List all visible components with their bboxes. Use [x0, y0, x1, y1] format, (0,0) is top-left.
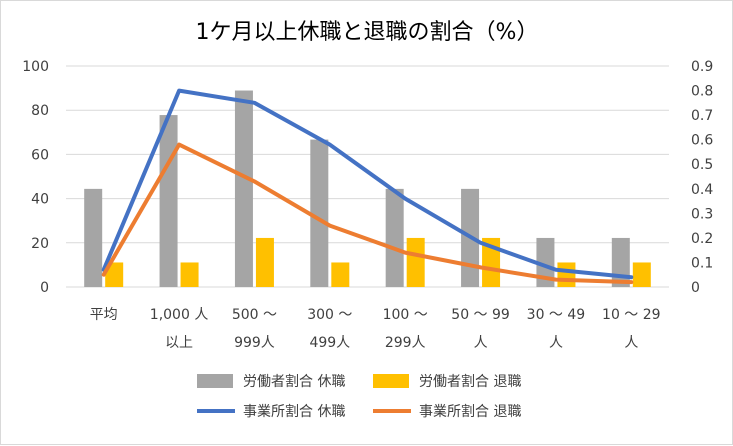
bar-worker-leave [235, 91, 253, 287]
category-label: 平均 [90, 307, 118, 323]
bar-worker-leave [386, 189, 404, 287]
category-label: 100 〜 [383, 307, 428, 323]
category-labels: 平均 1,000 人以上 500 〜 999人 300 〜 499人 100 〜 299人 50… [90, 307, 661, 351]
bar-worker-resign [256, 238, 274, 287]
left-tick-label: 60 [31, 147, 49, 163]
bar-worker-leave [310, 140, 328, 287]
chart-title: 1ケ月以上休職と退職の割合（%） [196, 20, 539, 45]
bar-series [84, 91, 651, 287]
left-tick-label: 40 [31, 192, 49, 208]
right-axis-ticks: 0 0.1 0.2 0.3 0.4 0.5 0.6 0.7 0.8 0.9 [691, 59, 713, 296]
category-label: 50 〜 99 [451, 307, 510, 323]
gridlines [66, 66, 669, 287]
category-label: 30 〜 49 [527, 307, 586, 323]
category-label: 499人 [309, 335, 350, 351]
category-label: 500 〜 [232, 307, 277, 323]
bar-worker-leave [84, 189, 102, 287]
category-label: 人 [624, 335, 638, 351]
right-tick-label: 0.9 [691, 59, 713, 75]
right-tick-label: 0.8 [691, 84, 713, 100]
legend-swatch [197, 374, 233, 388]
legend-label: 労働者割合 休職 [243, 373, 345, 390]
left-tick-label: 80 [31, 103, 49, 119]
right-tick-label: 0.2 [691, 231, 713, 247]
bar-worker-resign [331, 262, 349, 287]
right-tick-label: 0.4 [691, 182, 713, 198]
legend-label: 事業所割合 退職 [419, 403, 521, 420]
bar-worker-resign [557, 262, 575, 287]
right-tick-label: 0 [691, 280, 700, 296]
bar-worker-resign [407, 238, 425, 287]
category-label: 300 〜 [307, 307, 352, 323]
category-label: 人 [549, 335, 563, 351]
category-label: 999人 [234, 335, 275, 351]
left-axis-ticks: 0 20 40 60 80 100 [22, 59, 49, 296]
right-tick-label: 0.7 [691, 108, 713, 124]
right-tick-label: 0.6 [691, 133, 713, 149]
bar-worker-resign [181, 262, 199, 287]
legend-swatch [373, 374, 409, 388]
right-tick-label: 0.3 [691, 206, 713, 222]
category-label: 人 [474, 335, 488, 351]
right-tick-label: 0.1 [691, 255, 713, 271]
category-label: 299人 [385, 335, 426, 351]
category-label: 以上 [165, 335, 193, 351]
left-tick-label: 0 [40, 280, 49, 296]
left-tick-label: 20 [31, 236, 49, 252]
left-tick-label: 100 [22, 59, 49, 75]
bar-worker-leave [160, 115, 178, 287]
right-tick-label: 0.5 [691, 157, 713, 173]
legend-label: 労働者割合 退職 [419, 373, 521, 390]
category-label: 1,000 人 [150, 307, 209, 323]
category-label: 10 〜 29 [602, 307, 661, 323]
legend-label: 事業所割合 休職 [243, 403, 345, 420]
bar-worker-resign [633, 262, 651, 287]
